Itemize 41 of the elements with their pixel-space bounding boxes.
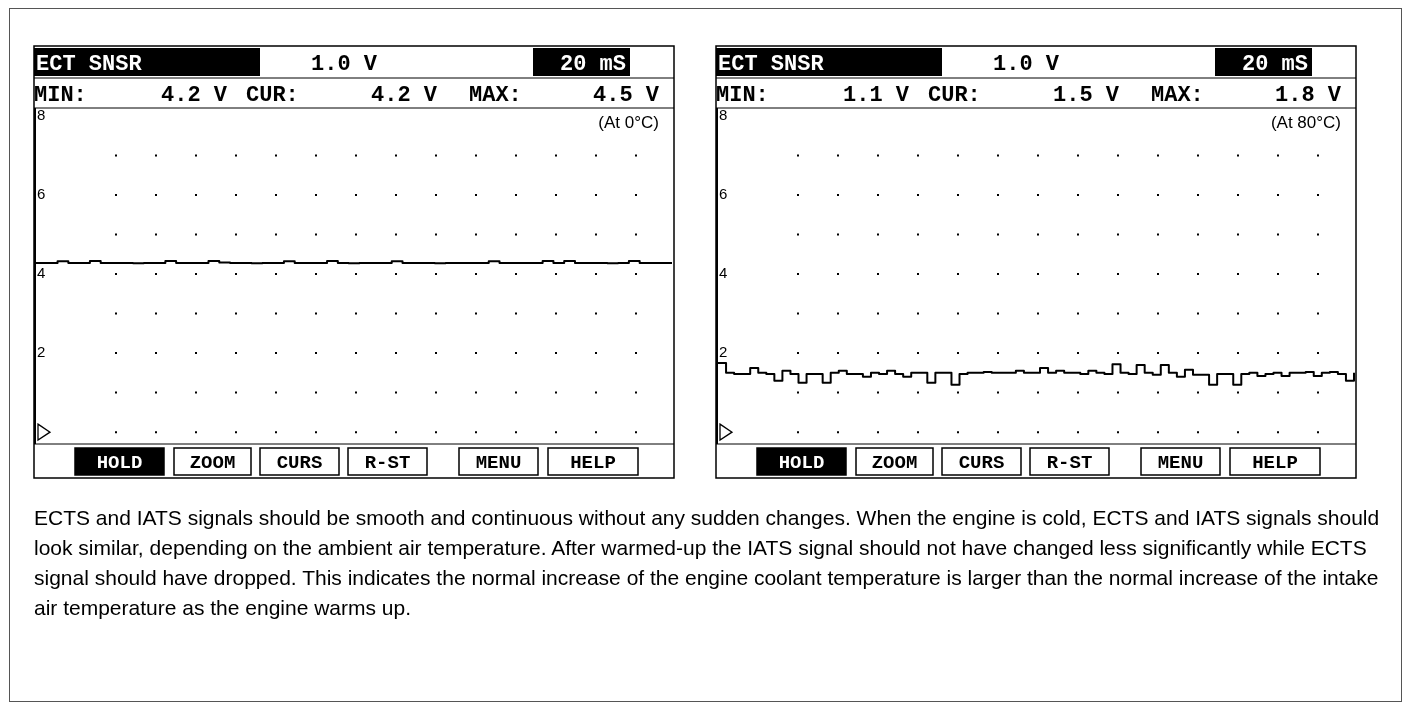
text: R-ST: [364, 452, 411, 474]
text: 1.0 V: [311, 52, 378, 77]
text: 1.0 V: [993, 52, 1060, 77]
text: HELP: [1252, 452, 1298, 474]
annotation: (At 80°C): [1270, 113, 1341, 132]
y-tick-label: 6: [37, 184, 46, 202]
text: 20 mS: [1241, 52, 1308, 77]
annotation: MAX:: [1151, 83, 1204, 108]
y-tick-label: 4: [719, 263, 728, 281]
text: CURS: [276, 452, 323, 474]
text: HOLD: [778, 452, 825, 474]
text: MENU: [1157, 452, 1204, 474]
annotation: 1.8 V: [1274, 83, 1342, 108]
text: ZOOM: [871, 452, 918, 474]
text: CURS: [958, 452, 1005, 474]
chart-title: ECT SNSR: [36, 52, 143, 77]
annotation: 4.2 V: [160, 83, 228, 108]
text: ZOOM: [189, 452, 236, 474]
y-tick-label: 4: [37, 263, 46, 281]
annotation: 1.5 V: [1052, 83, 1120, 108]
annotation: CUR:: [246, 83, 299, 108]
annotation: 4.2 V: [370, 83, 438, 108]
chart-title: ECT SNSR: [718, 52, 825, 77]
y-tick-label: 8: [37, 105, 46, 123]
annotation: MAX:: [469, 83, 522, 108]
text: ECTS and IATS signals should be smooth and continuous without any sudden changes. When the engine is cold, ECTS and IATS signals should look similar, depending on the ambient air temperature. After warmed-up the IATS signal should not have changed less significantly while ECTS signal should have dropped. This indicates the normal increase of the engine coolant temperature is larger than the normal increase of the intake air temperature as the engine warms up.: [34, 505, 1381, 621]
annotation: MIN:: [716, 83, 769, 108]
annotation: CUR:: [928, 83, 981, 108]
text: 20 mS: [559, 52, 626, 77]
y-tick-label: 2: [719, 343, 728, 361]
y-tick-label: 8: [719, 105, 728, 123]
text: HOLD: [96, 452, 143, 474]
text: MENU: [475, 452, 522, 474]
annotation: (At 0°C): [598, 113, 659, 132]
text: HELP: [570, 452, 616, 474]
y-tick-label: 6: [719, 184, 728, 202]
annotation: 1.1 V: [842, 83, 910, 108]
annotation: 4.5 V: [592, 83, 660, 108]
annotation: MIN:: [34, 83, 87, 108]
text: R-ST: [1046, 452, 1093, 474]
y-tick-label: 2: [37, 343, 46, 361]
